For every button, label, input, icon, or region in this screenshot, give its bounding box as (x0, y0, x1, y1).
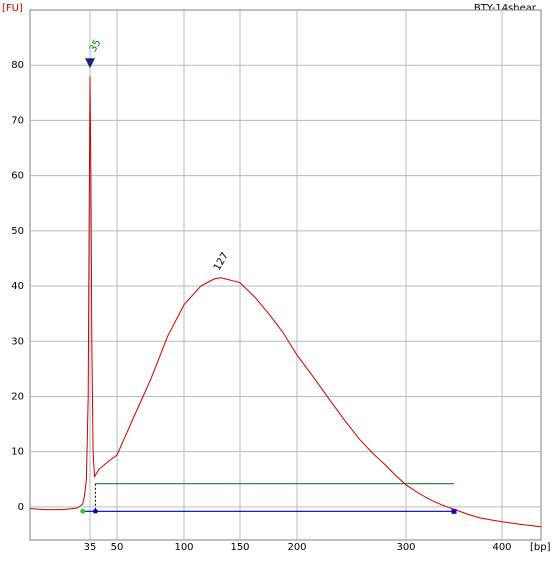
x-tick-label: 35 (84, 542, 97, 553)
y-tick-label: 70 (11, 115, 24, 126)
y-axis-label: [FU] (2, 3, 23, 14)
y-tick-label: 0 (18, 502, 24, 513)
y-tick-label: 20 (11, 391, 24, 402)
x-tick-label: 300 (396, 542, 415, 553)
x-axis-label: [bp] (530, 542, 551, 553)
baseline-start (80, 508, 86, 514)
x-tick-label: 100 (174, 542, 193, 553)
y-tick-label: 60 (11, 171, 24, 182)
y-tick-label: 10 (11, 447, 24, 458)
trace (29, 76, 542, 528)
y-tick-label: 30 (11, 336, 24, 347)
y-tick-label: 40 (11, 281, 24, 292)
x-tick-label: 50 (111, 542, 124, 553)
x-tick-label: 150 (230, 542, 249, 553)
y-tick-label: 80 (11, 60, 24, 71)
peak-label: 35 (88, 38, 104, 55)
chart-title: BTY-14shear (474, 3, 537, 14)
peak-marker (85, 58, 95, 69)
region-start-point (93, 509, 98, 514)
x-tick-label: 200 (287, 542, 306, 553)
plot-area (29, 9, 542, 541)
y-tick-label: 50 (11, 226, 24, 237)
baseline-end (451, 508, 457, 514)
x-tick-label: 400 (492, 542, 511, 553)
